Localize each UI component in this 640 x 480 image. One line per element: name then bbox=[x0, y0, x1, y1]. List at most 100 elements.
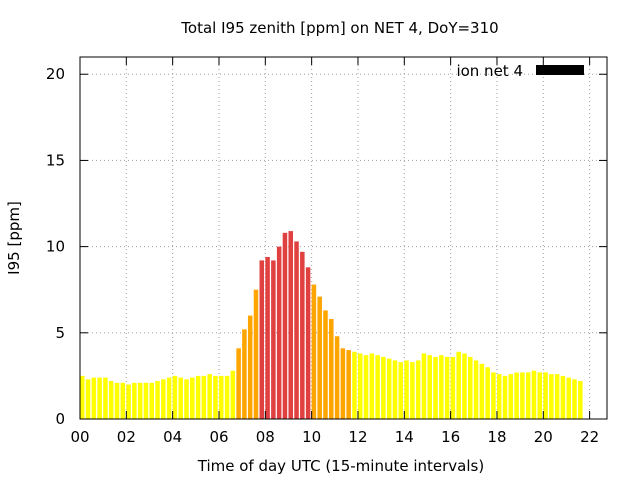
bar bbox=[190, 377, 195, 419]
bar bbox=[317, 296, 322, 419]
x-tick-label: 02 bbox=[117, 428, 136, 446]
bar bbox=[97, 377, 102, 419]
bar bbox=[415, 360, 421, 419]
bar bbox=[531, 370, 537, 419]
bar bbox=[103, 377, 108, 419]
bar bbox=[282, 232, 288, 419]
bar bbox=[334, 336, 340, 419]
y-tick-label: 20 bbox=[46, 65, 65, 83]
bar bbox=[300, 251, 305, 419]
bar bbox=[369, 353, 375, 419]
bar bbox=[508, 374, 514, 419]
bar bbox=[554, 374, 560, 419]
y-tick-label: 15 bbox=[46, 151, 65, 169]
grid bbox=[80, 57, 607, 419]
bar bbox=[178, 377, 183, 419]
x-tick-label: 06 bbox=[209, 428, 228, 446]
x-tick-label: 22 bbox=[580, 428, 599, 446]
bar bbox=[161, 379, 166, 419]
x-axis-label: Time of day UTC (15-minute intervals) bbox=[197, 457, 484, 475]
plot-frame bbox=[79, 56, 608, 420]
bar bbox=[381, 356, 386, 419]
x-tick-label: 04 bbox=[163, 428, 182, 446]
bar bbox=[288, 231, 294, 419]
x-tick-label: 20 bbox=[534, 428, 553, 446]
bar bbox=[132, 382, 137, 419]
bar bbox=[386, 358, 392, 419]
bar bbox=[479, 363, 485, 419]
bar bbox=[218, 375, 224, 419]
bar bbox=[201, 375, 207, 419]
bar bbox=[502, 375, 508, 419]
bar bbox=[80, 375, 85, 419]
bar bbox=[363, 355, 369, 419]
y-tick-label: 10 bbox=[46, 238, 65, 256]
bar bbox=[114, 382, 120, 419]
bar bbox=[357, 353, 363, 419]
bar bbox=[253, 289, 259, 419]
x-tick-label: 10 bbox=[302, 428, 321, 446]
bar bbox=[450, 356, 456, 419]
bar bbox=[276, 246, 282, 419]
bar bbox=[352, 351, 357, 419]
bar bbox=[549, 374, 554, 419]
bar bbox=[137, 382, 143, 419]
x-tick-label: 18 bbox=[487, 428, 506, 446]
bar bbox=[247, 315, 253, 419]
bar bbox=[375, 355, 380, 419]
bar bbox=[213, 375, 218, 419]
bar bbox=[427, 355, 432, 419]
y-tick-label: 5 bbox=[55, 324, 65, 342]
bar bbox=[166, 377, 172, 419]
bar bbox=[543, 372, 548, 419]
bar bbox=[305, 267, 311, 419]
bar bbox=[207, 374, 212, 419]
bar bbox=[439, 355, 444, 419]
bar bbox=[421, 353, 427, 419]
bar bbox=[462, 353, 467, 419]
bar bbox=[514, 372, 519, 419]
chart-title: Total I95 zenith [ppm] on NET 4, DoY=310 bbox=[180, 19, 498, 37]
bar bbox=[265, 256, 270, 419]
bar bbox=[172, 375, 178, 419]
bar bbox=[242, 329, 247, 419]
bar bbox=[108, 381, 114, 419]
bar bbox=[410, 362, 415, 419]
bar bbox=[468, 356, 473, 419]
bar bbox=[456, 351, 461, 419]
bar bbox=[259, 260, 265, 419]
bar bbox=[404, 360, 409, 419]
bar bbox=[525, 372, 531, 419]
legend-label: ion net 4 bbox=[456, 62, 523, 80]
bars bbox=[80, 231, 583, 419]
bar bbox=[566, 377, 571, 419]
bar bbox=[398, 362, 404, 419]
bar bbox=[91, 377, 97, 419]
bar bbox=[560, 375, 566, 419]
bar bbox=[126, 384, 131, 419]
x-axis: 00 02 04 06 08 10 12 14 16 18 20 22 bbox=[70, 57, 599, 446]
bar bbox=[323, 310, 328, 419]
bar bbox=[520, 372, 525, 419]
bar bbox=[224, 375, 230, 419]
y-axis-label: I95 [ppm] bbox=[5, 201, 23, 275]
bar bbox=[120, 382, 126, 419]
bar bbox=[346, 350, 351, 419]
bar bbox=[294, 241, 299, 419]
bar bbox=[340, 348, 346, 419]
bar bbox=[537, 372, 543, 419]
legend-swatch bbox=[536, 65, 584, 75]
x-tick-label: 00 bbox=[70, 428, 89, 446]
bar bbox=[85, 379, 91, 419]
bar bbox=[433, 356, 438, 419]
x-tick-label: 12 bbox=[348, 428, 367, 446]
bar bbox=[311, 284, 317, 419]
bar bbox=[236, 348, 241, 419]
bar bbox=[572, 379, 577, 419]
bar bbox=[329, 319, 334, 419]
bar bbox=[392, 360, 398, 419]
x-tick-label: 08 bbox=[256, 428, 275, 446]
x-tick-label: 14 bbox=[395, 428, 414, 446]
bar bbox=[491, 372, 496, 419]
